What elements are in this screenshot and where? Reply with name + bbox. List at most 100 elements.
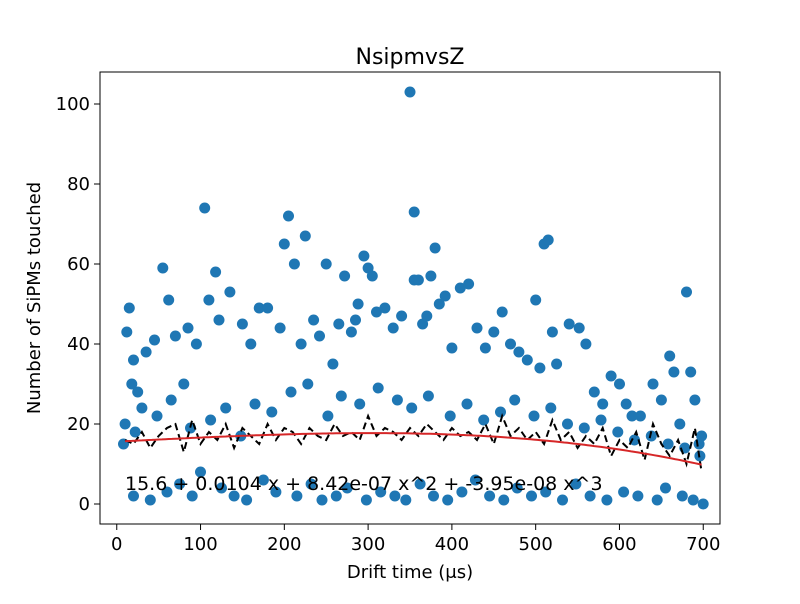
data-point bbox=[562, 418, 573, 430]
data-point bbox=[454, 282, 466, 294]
data-point bbox=[551, 358, 563, 370]
data-point bbox=[360, 494, 372, 506]
data-point bbox=[612, 426, 624, 438]
x-tick-label: 0 bbox=[111, 534, 122, 555]
data-point bbox=[620, 398, 632, 410]
data-point bbox=[274, 322, 286, 334]
data-point bbox=[685, 366, 697, 378]
data-point bbox=[224, 286, 236, 298]
data-point bbox=[121, 326, 133, 338]
data-point bbox=[285, 386, 297, 398]
data-point bbox=[645, 430, 657, 442]
data-point bbox=[333, 318, 345, 330]
data-point bbox=[570, 478, 582, 490]
y-tick-label: 80 bbox=[67, 174, 90, 195]
data-point bbox=[241, 494, 253, 506]
data-point bbox=[350, 314, 361, 326]
data-point bbox=[484, 490, 496, 502]
y-tick-label: 40 bbox=[67, 334, 90, 355]
data-point bbox=[157, 262, 169, 274]
data-point bbox=[595, 414, 607, 426]
data-point bbox=[588, 386, 600, 398]
data-point bbox=[584, 490, 596, 502]
data-points bbox=[118, 86, 709, 510]
data-point bbox=[546, 326, 558, 338]
data-point bbox=[542, 234, 554, 246]
data-point bbox=[314, 330, 325, 342]
data-point bbox=[528, 410, 540, 422]
data-point bbox=[288, 258, 300, 270]
data-point bbox=[322, 410, 334, 422]
data-point bbox=[316, 494, 328, 506]
data-point bbox=[389, 490, 401, 502]
data-point bbox=[461, 398, 473, 410]
data-point bbox=[195, 466, 206, 478]
data-point bbox=[371, 306, 382, 318]
data-point bbox=[345, 326, 357, 338]
data-point bbox=[216, 482, 227, 494]
data-point bbox=[676, 490, 688, 502]
data-point bbox=[697, 498, 709, 510]
data-point bbox=[530, 294, 542, 306]
data-point bbox=[308, 314, 320, 326]
data-point bbox=[429, 242, 441, 254]
data-point bbox=[144, 494, 156, 506]
data-point bbox=[352, 298, 364, 310]
data-point bbox=[174, 478, 186, 490]
data-point bbox=[580, 338, 592, 350]
data-point bbox=[387, 322, 399, 334]
data-point bbox=[320, 258, 332, 270]
x-tick-label: 300 bbox=[351, 534, 385, 555]
data-point bbox=[266, 406, 278, 418]
data-point bbox=[375, 486, 387, 498]
y-tick-label: 100 bbox=[56, 94, 90, 115]
data-point bbox=[291, 490, 303, 502]
data-point bbox=[545, 402, 557, 414]
data-point bbox=[651, 494, 663, 506]
data-point bbox=[634, 410, 646, 422]
data-point bbox=[412, 274, 424, 286]
fit-annotation: 15.6 + 0.0104 x + 8.42e-07 x^2 + -3.95e-… bbox=[125, 473, 603, 495]
data-point bbox=[573, 322, 585, 334]
data-point bbox=[456, 486, 468, 498]
data-point bbox=[372, 382, 384, 394]
x-axis-label: Drift time (μs) bbox=[347, 562, 473, 583]
data-point bbox=[597, 398, 609, 410]
data-point bbox=[270, 486, 282, 498]
data-point bbox=[213, 314, 225, 326]
x-tick-label: 600 bbox=[602, 534, 636, 555]
data-point bbox=[495, 406, 506, 418]
data-point bbox=[302, 378, 314, 390]
data-point bbox=[366, 270, 378, 282]
data-point bbox=[534, 362, 546, 374]
data-point bbox=[463, 278, 475, 290]
data-point bbox=[629, 434, 640, 446]
data-point bbox=[186, 490, 198, 502]
data-point bbox=[220, 402, 232, 414]
data-point bbox=[236, 318, 248, 330]
data-point bbox=[228, 490, 240, 502]
x-tick-label: 500 bbox=[518, 534, 552, 555]
data-point bbox=[295, 338, 307, 350]
data-point bbox=[128, 490, 139, 502]
chart-title: NsipmvsZ bbox=[356, 45, 465, 70]
x-tick-label: 700 bbox=[686, 534, 720, 555]
fit-layer bbox=[124, 413, 703, 473]
data-point bbox=[283, 210, 294, 222]
data-point bbox=[132, 386, 144, 398]
data-point bbox=[190, 338, 202, 350]
data-point bbox=[422, 390, 434, 402]
data-point bbox=[687, 494, 699, 506]
data-point bbox=[674, 418, 686, 430]
data-point bbox=[165, 394, 177, 406]
data-point bbox=[140, 346, 152, 358]
data-point bbox=[126, 378, 138, 390]
data-point bbox=[696, 430, 708, 442]
data-point bbox=[632, 490, 644, 502]
data-point bbox=[128, 354, 139, 366]
data-point bbox=[421, 310, 433, 322]
data-point bbox=[433, 298, 445, 310]
data-point bbox=[668, 366, 680, 378]
